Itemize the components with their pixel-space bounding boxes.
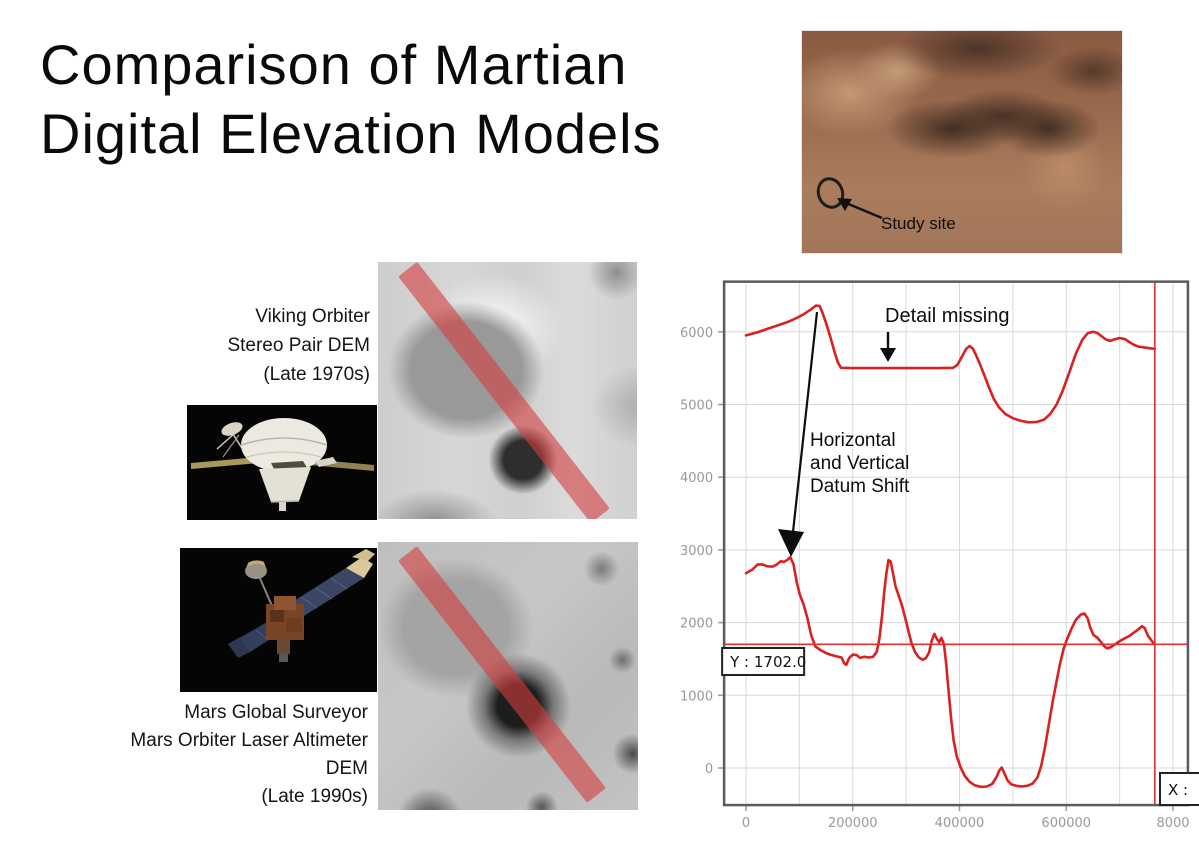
mgs-dem-label: Mars Global Surveyor Mars Orbiter Laser … (40, 699, 368, 811)
y-tick-label: 1000 (680, 689, 713, 704)
chart-plot-area[interactable] (724, 281, 1188, 806)
detail-missing-arrowhead (880, 348, 896, 362)
viking-label-line: Stereo Pair DEM (227, 335, 370, 356)
annotation-datum-shift-line: Datum Shift (810, 476, 910, 497)
study-site-arrow (837, 198, 883, 220)
page-title: Comparison of Martian Digital Elevation … (40, 30, 662, 169)
elevation-profile-chart[interactable]: 0 1000 2000 3000 4000 5000 6000 0 200000 400000 60… (655, 270, 1199, 848)
datum-shift-arrow (791, 311, 819, 533)
viking-label-line: Viking Orbiter (255, 306, 370, 327)
y-tick-label: 5000 (680, 399, 713, 414)
annotation-datum-shift-line: and Vertical (810, 453, 909, 474)
viking-dem-image (378, 262, 637, 519)
x-tick-label: 200000 (828, 816, 878, 831)
y-tick-label: 4000 (680, 471, 713, 486)
mgs-label-line: Mars Global Surveyor (184, 702, 368, 723)
x-tick-label: 400000 (935, 816, 985, 831)
mars-context-map: Study site (802, 31, 1122, 253)
viking-dem-label: Viking Orbiter Stereo Pair DEM (Late 197… (130, 302, 370, 389)
mola-dem-image (378, 542, 638, 810)
y-tick-label: 2000 (680, 617, 713, 632)
profile-transect-stripe (398, 546, 606, 803)
series-viking_stereo_dem_profile (744, 304, 1157, 424)
x-readout-text: X : (1168, 781, 1188, 799)
y-tick-label: 0 (705, 762, 713, 777)
x-tick-label: 8000 (1156, 816, 1189, 831)
datum-shift-arrowhead (778, 529, 804, 557)
x-tick-label: 600000 (1041, 816, 1091, 831)
y-readout-box[interactable] (721, 647, 806, 676)
annotation-datum-shift-line: Horizontal (810, 430, 896, 451)
viking-orbiter-graphic (191, 418, 374, 511)
chart-border (722, 280, 1190, 807)
annotation-detail-missing: Detail missing (885, 305, 1009, 327)
series-mgs_mola_dem_profile (744, 555, 1157, 789)
study-site-label: Study site (881, 214, 956, 233)
mgs-label-line: Mars Orbiter Laser Altimeter (130, 730, 368, 751)
y-readout-text: Y : 1702.0 (729, 653, 806, 671)
x-readout-box[interactable] (1159, 772, 1199, 806)
viking-orbiter-image (187, 405, 377, 520)
mgs-label-line: (Late 1990s) (261, 786, 368, 807)
title-line-2: Digital Elevation Models (40, 102, 662, 166)
viking-label-line: (Late 1970s) (263, 364, 370, 385)
x-tick-label: 0 (742, 816, 750, 831)
mars-global-surveyor-graphic (228, 549, 375, 662)
mars-global-surveyor-image (180, 548, 377, 692)
y-tick-label: 6000 (680, 326, 713, 341)
title-line-1: Comparison of Martian (40, 33, 628, 96)
mgs-label-line: DEM (325, 758, 368, 779)
y-tick-label: 3000 (680, 544, 713, 559)
profile-transect-stripe (398, 262, 610, 519)
